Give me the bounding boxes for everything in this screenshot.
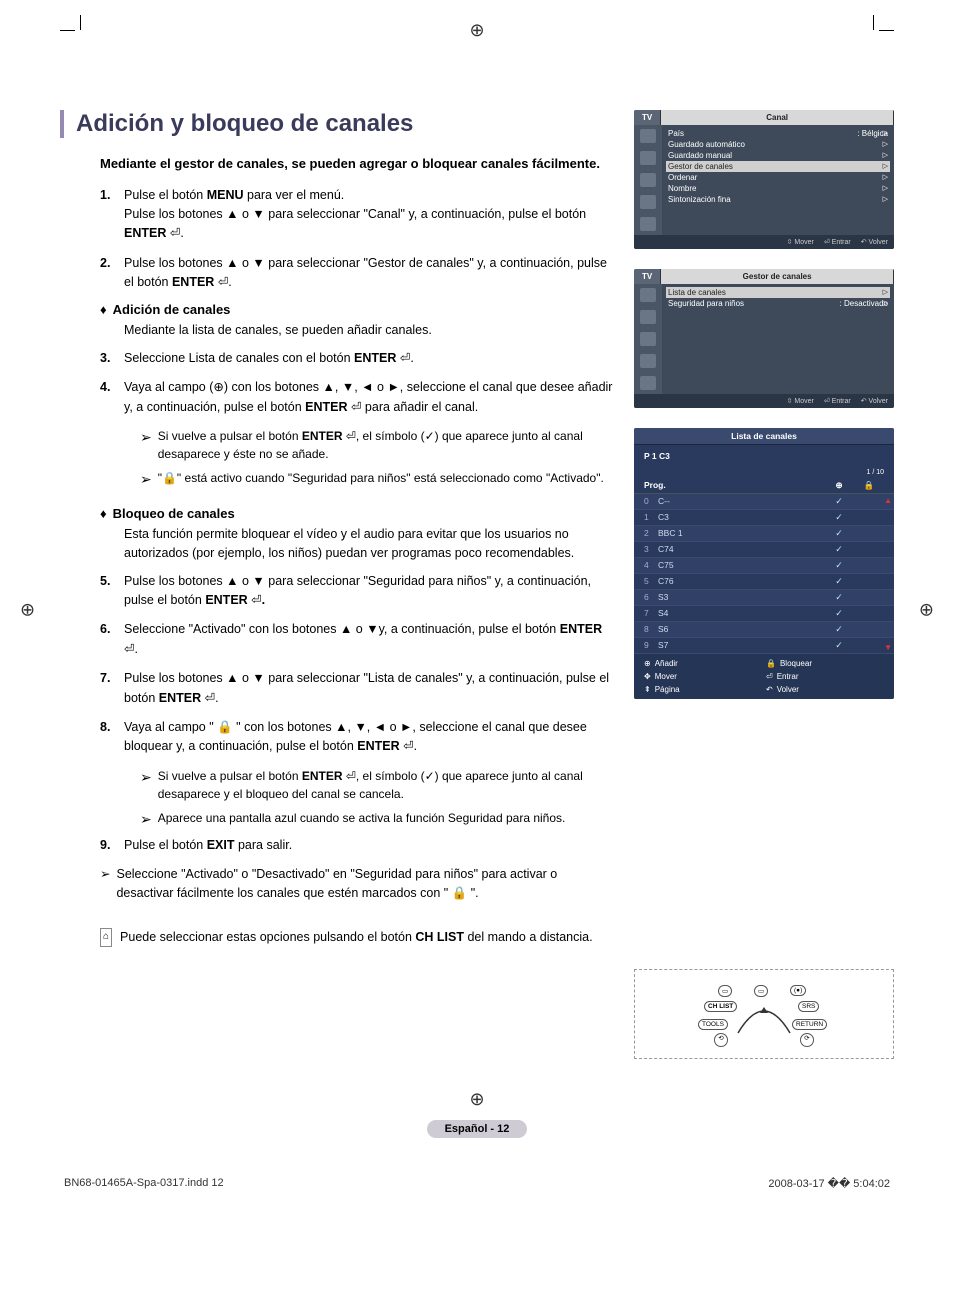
step-6: Seleccione "Activado" con los botones ▲ … xyxy=(124,620,614,659)
scroll-up-icon: ▲ xyxy=(884,496,892,505)
remote-btn-tools: TOOLS xyxy=(698,1019,728,1030)
remote-icon: ⌂ xyxy=(100,928,112,947)
crop-mark-bottom: ⊕ xyxy=(469,1089,484,1110)
illustration-column: TV Canal País: Bélgica▷Guardado automáti… xyxy=(634,110,894,1059)
chlist-row: 0C--✓ xyxy=(634,494,894,510)
chlist-hdr-add-icon: ⊕ xyxy=(824,480,854,491)
intro-text: Mediante el gestor de canales, se pueden… xyxy=(100,154,614,174)
chlist-action-move: ✥Mover xyxy=(644,672,762,681)
osd-row: Ordenar▷ xyxy=(666,172,890,183)
remote-btn-chlist: CH LIST xyxy=(704,1001,737,1012)
chlist-row: 7S4✓ xyxy=(634,606,894,622)
step-2: Pulse los botones ▲ o ▼ para seleccionar… xyxy=(124,254,614,293)
osd-row: Guardado manual▷ xyxy=(666,150,890,161)
imprint-date: 2008-03-17 �� 5:04:02 xyxy=(768,1177,890,1190)
chlist-row: 3C74✓ xyxy=(634,542,894,558)
chlist-row: 2BBC 1✓ xyxy=(634,526,894,542)
step-9: Pulse el botón EXIT para salir. xyxy=(124,836,614,855)
osd1-tab-canal: Canal xyxy=(661,110,894,125)
chlist-action-add: ⊕Añadir xyxy=(644,659,762,668)
osd1-tab-tv: TV xyxy=(634,110,661,125)
osd-row: Nombre▷ xyxy=(666,183,890,194)
osd-row: Sintonización fina▷ xyxy=(666,194,890,205)
osd2-icon-strip xyxy=(634,284,662,394)
chlist-row: 1C3✓ xyxy=(634,510,894,526)
osd-menu-canal: TV Canal País: Bélgica▷Guardado automáti… xyxy=(634,110,894,249)
osd-row: Lista de canales▷ xyxy=(666,287,890,298)
remote-btn-rec: (●) xyxy=(790,985,806,996)
chlist-current: P 1 C3 xyxy=(634,445,894,467)
step-1: Pulse el botón MENU para ver el menú.Pul… xyxy=(124,186,614,244)
step-4: Vaya al campo (⊕) con los botones ▲, ▼, … xyxy=(124,378,614,417)
add-channels-desc: Mediante la lista de canales, se pueden … xyxy=(124,321,614,340)
chlist-action-enter: ⏎Entrar xyxy=(766,672,884,681)
note-4b: "🔒" está activo cuando "Seguridad para n… xyxy=(158,469,604,490)
remote-btn-return: RETURN xyxy=(792,1019,827,1030)
note-8a: Si vuelve a pulsar el botón ENTER ⏎, el … xyxy=(158,767,614,803)
chlist-hdr-lock-icon: 🔒 xyxy=(854,480,884,491)
crop-mark-top: ⊕ xyxy=(469,20,484,41)
chlist-title: Lista de canales xyxy=(634,428,894,445)
chlist-action-return: ↶Volver xyxy=(766,685,884,694)
page-number-badge: Español - 12 xyxy=(427,1120,528,1138)
chlist-rows: ▲ ▼ 0C--✓1C3✓2BBC 1✓3C74✓4C75✓5C76✓6S3✓7… xyxy=(634,494,894,654)
osd2-foot-mover: ⇳ Mover xyxy=(787,397,814,405)
post-note: Seleccione "Activado" o "Desactivado" en… xyxy=(116,865,614,904)
osd1-foot-mover: ⇳ Mover xyxy=(787,238,814,246)
chlist-action-lock: 🔒Bloquear xyxy=(766,659,884,668)
chlist-row: 8S6✓ xyxy=(634,622,894,638)
heading-lock-channels: Bloqueo de canales xyxy=(100,506,614,521)
chlist-counter: 1 / 10 xyxy=(866,469,884,476)
step-3: Seleccione Lista de canales con el botón… xyxy=(124,349,614,368)
osd2-tab-tv: TV xyxy=(634,269,661,284)
osd1-rows: País: Bélgica▷Guardado automático▷Guarda… xyxy=(662,125,894,235)
remote-btn-eq: ▭ xyxy=(718,985,732,997)
remote-diagram: ▭ ▭ (●) CH LIST SRS TOOLS RETURN ⟲ ⟳ xyxy=(634,969,894,1059)
remote-btn-circle-r: ⟳ xyxy=(800,1033,814,1047)
remote-btn-srs: SRS xyxy=(798,1001,819,1012)
channel-list-panel: Lista de canales P 1 C3 1 / 10 Prog. ⊕ 🔒… xyxy=(634,428,894,699)
osd1-foot-entrar: ⏎ Entrar xyxy=(824,238,851,246)
note-8b: Aparece una pantalla azul cuando se acti… xyxy=(158,809,566,830)
osd2-tab-gestor: Gestor de canales xyxy=(661,269,894,284)
scroll-down-icon: ▼ xyxy=(884,643,892,652)
chlist-row: 6S3✓ xyxy=(634,590,894,606)
chlist-row: 4C75✓ xyxy=(634,558,894,574)
page-title: Adición y bloqueo de canales xyxy=(60,110,614,138)
osd-row: Guardado automático▷ xyxy=(666,139,890,150)
step-7: Pulse los botones ▲ o ▼ para seleccionar… xyxy=(124,669,614,708)
lock-channels-desc: Esta función permite bloquear el vídeo y… xyxy=(124,525,614,564)
remote-btn-ttx: ▭ xyxy=(754,985,768,997)
osd-menu-gestor: TV Gestor de canales Lista de canales▷Se… xyxy=(634,269,894,408)
remote-dpad-icon xyxy=(736,999,792,1037)
remote-note-text: Puede seleccionar estas opciones pulsand… xyxy=(120,928,593,947)
osd-row: Gestor de canales▷ xyxy=(666,161,890,172)
main-text-column: Adición y bloqueo de canales Mediante el… xyxy=(60,110,614,1059)
osd2-rows: Lista de canales▷Seguridad para niños: D… xyxy=(662,284,894,394)
crop-mark-right: ⊕ xyxy=(919,600,934,621)
chlist-hdr-prog: Prog. xyxy=(644,480,824,491)
imprint-file: BN68-01465A-Spa-0317.indd 12 xyxy=(64,1177,224,1190)
osd-row: País: Bélgica▷ xyxy=(666,128,890,139)
chlist-action-page: ⇞Página xyxy=(644,685,762,694)
chlist-row: 5C76✓ xyxy=(634,574,894,590)
chlist-row: 9S7✓ xyxy=(634,638,894,654)
remote-btn-circle-l: ⟲ xyxy=(714,1033,728,1047)
crop-mark-left: ⊕ xyxy=(20,600,35,621)
heading-add-channels: Adición de canales xyxy=(100,302,614,317)
osd2-foot-volver: ↶ Volver xyxy=(861,397,888,405)
step-8: Vaya al campo " 🔒 " con los botones ▲, ▼… xyxy=(124,718,614,757)
osd2-foot-entrar: ⏎ Entrar xyxy=(824,397,851,405)
step-5: Pulse los botones ▲ o ▼ para seleccionar… xyxy=(124,572,614,611)
note-4a: Si vuelve a pulsar el botón ENTER ⏎, el … xyxy=(158,427,614,463)
osd1-foot-volver: ↶ Volver xyxy=(861,238,888,246)
osd-row: Seguridad para niños: Desactivado▷ xyxy=(666,298,890,309)
osd1-icon-strip xyxy=(634,125,662,235)
